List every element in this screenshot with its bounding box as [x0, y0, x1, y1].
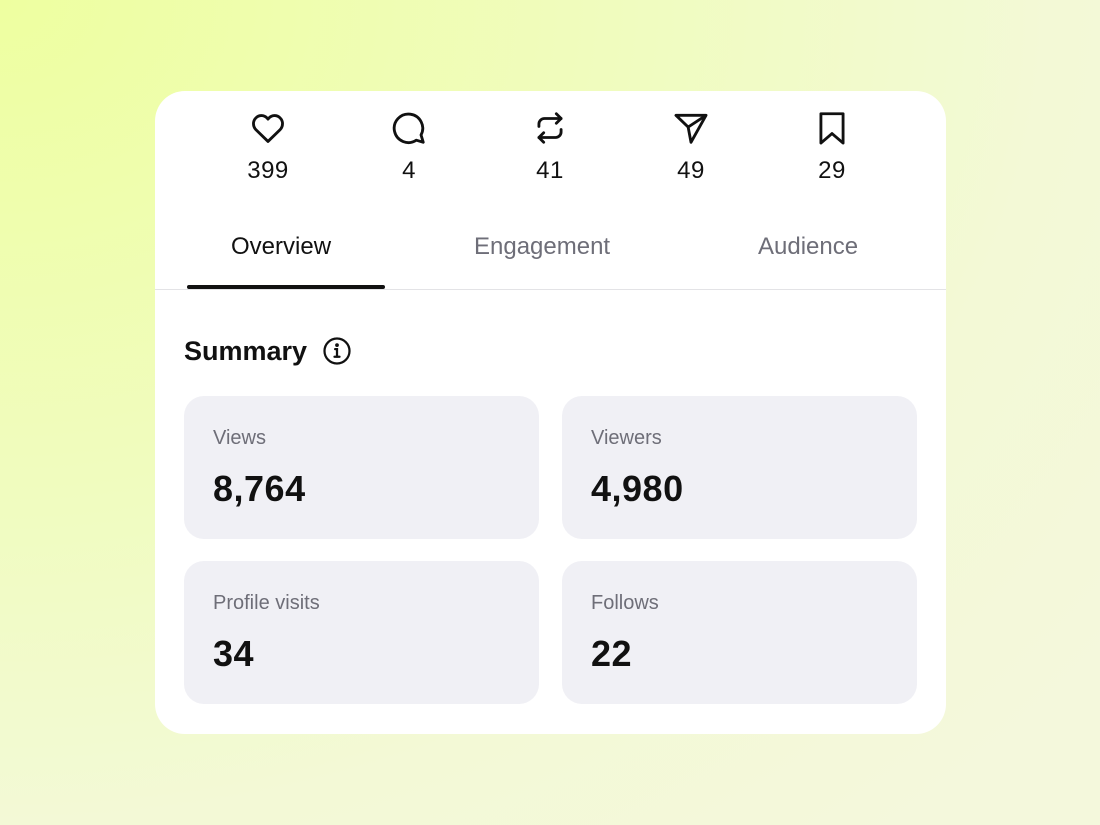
- repost-action[interactable]: 41: [510, 109, 590, 185]
- like-action[interactable]: 399: [228, 109, 308, 185]
- bookmark-icon: [813, 109, 851, 147]
- stat-card-viewers: Viewers 4,980: [562, 396, 917, 539]
- comment-count: 4: [402, 157, 416, 184]
- stat-label: Follows: [591, 592, 659, 614]
- repost-icon: [531, 109, 569, 147]
- stat-value: 4,980: [591, 468, 684, 509]
- stat-card-follows: Follows 22: [562, 561, 917, 704]
- heart-icon: [249, 109, 287, 147]
- comment-icon: [390, 109, 428, 147]
- bookmark-count: 29: [818, 157, 846, 184]
- stat-value: 34: [213, 633, 255, 674]
- stat-label: Profile visits: [213, 592, 320, 614]
- insights-card: 399 4 41: [155, 91, 946, 734]
- stat-value: 8,764: [213, 468, 306, 509]
- tab-overview[interactable]: Overview: [231, 233, 332, 260]
- repost-count: 41: [536, 157, 564, 184]
- stat-card-profile-visits: Profile visits 34: [184, 561, 539, 704]
- info-icon[interactable]: [322, 336, 352, 366]
- insights-tabs: Overview Engagement Audience: [155, 219, 946, 290]
- stat-value: 22: [591, 633, 633, 674]
- summary-title: Summary: [184, 335, 308, 366]
- comment-action[interactable]: 4: [369, 109, 449, 185]
- summary-header: Summary: [184, 331, 352, 371]
- share-count: 49: [677, 157, 705, 184]
- bookmark-action[interactable]: 29: [792, 109, 872, 185]
- tab-audience[interactable]: Audience: [758, 233, 859, 260]
- action-bar: 399 4 41: [155, 91, 946, 201]
- active-tab-indicator: [187, 285, 385, 289]
- stat-label: Viewers: [591, 427, 662, 449]
- share-action[interactable]: 49: [651, 109, 731, 185]
- stat-label: Views: [213, 427, 266, 449]
- tab-engagement[interactable]: Engagement: [474, 233, 611, 260]
- share-icon: [672, 109, 710, 147]
- like-count: 399: [247, 157, 289, 184]
- stat-card-views: Views 8,764: [184, 396, 539, 539]
